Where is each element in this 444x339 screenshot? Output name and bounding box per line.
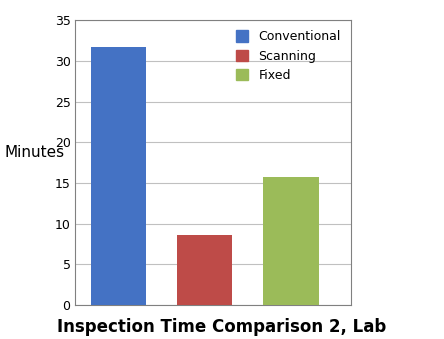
Bar: [91, 47, 147, 305]
Bar: [262, 177, 318, 305]
Legend: Conventional, Scanning, Fixed: Conventional, Scanning, Fixed: [232, 26, 345, 85]
Text: Minutes: Minutes: [4, 145, 64, 160]
Bar: [177, 235, 233, 305]
Text: Inspection Time Comparison 2, Lab: Inspection Time Comparison 2, Lab: [57, 318, 387, 336]
